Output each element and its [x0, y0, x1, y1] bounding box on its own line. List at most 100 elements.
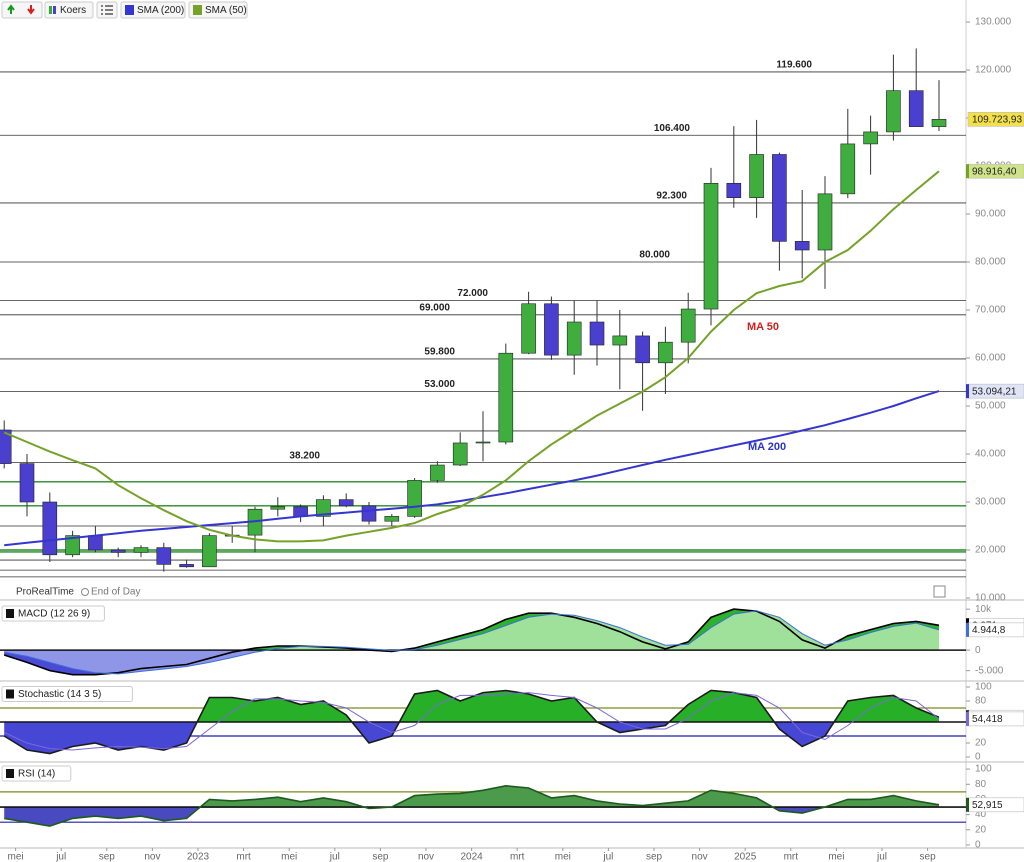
candle-body	[338, 499, 354, 507]
x-tick-label: jul	[329, 852, 340, 862]
x-tick-label: mei	[828, 852, 844, 862]
legend-button[interactable]	[188, 1, 248, 19]
indicator-line	[3, 689, 940, 755]
x-tick-label: mrt	[236, 852, 251, 862]
area-down	[4, 722, 939, 754]
value-tag	[967, 112, 1024, 127]
candle-body	[863, 131, 878, 145]
y-tick-label: 0	[975, 752, 981, 763]
candle-body	[544, 303, 559, 356]
candle-body	[19, 463, 35, 503]
value-tag-marker	[966, 384, 969, 399]
level-label: 92.300	[656, 191, 687, 202]
info-button[interactable]	[933, 585, 946, 598]
candle-body	[658, 341, 673, 364]
candle-body	[794, 241, 810, 251]
x-tick-label: nov	[144, 852, 160, 862]
candle-body	[931, 119, 947, 127]
x-tick-label: sep	[920, 852, 937, 862]
x-tick-label: sep	[646, 852, 663, 862]
x-tick-label: 2024	[460, 852, 483, 862]
y-tick-label: 90.000	[975, 209, 1006, 220]
line-annotation: MA 200	[748, 441, 786, 453]
value-tag-label: 52,915	[972, 800, 1003, 811]
candle-body	[817, 193, 833, 251]
panel	[0, 48, 966, 578]
candle-body	[908, 90, 924, 127]
value-tag-label: 98.916,40	[972, 166, 1017, 177]
y-tick-label: 130.000	[975, 17, 1012, 28]
x-tick-label: nov	[692, 852, 708, 862]
y-tick-label: 20	[975, 824, 987, 835]
up-arrow-icon	[7, 4, 15, 14]
x-tick-label: jul	[876, 852, 887, 862]
area-down	[4, 807, 939, 826]
candle-body	[749, 154, 764, 198]
line-annotation: MA 50	[747, 321, 779, 333]
x-tick-label: mei	[8, 852, 24, 862]
y-tick-label: 80.000	[975, 257, 1006, 268]
y-tick-label: 40	[975, 809, 987, 820]
y-tick-label: 0	[975, 645, 981, 656]
value-tag-marker	[966, 164, 969, 179]
footer-mode: End of Day	[91, 587, 140, 598]
candle-body	[361, 505, 377, 522]
candle-body	[293, 506, 308, 517]
y-tick-label: 10k	[975, 604, 992, 615]
candle-body	[475, 441, 491, 444]
level-label: 69.000	[419, 302, 450, 313]
x-tick-label: mrt	[784, 852, 799, 862]
y-tick-label: 30.000	[975, 497, 1006, 508]
candle-body	[566, 321, 582, 356]
candle-body	[110, 549, 126, 553]
level-label: 80.000	[639, 250, 670, 261]
x-tick-label: jul	[55, 852, 66, 862]
candle-body	[407, 480, 422, 517]
candle-body	[88, 535, 103, 551]
panel	[0, 608, 966, 676]
x-tick-label: mei	[555, 852, 571, 862]
area-down	[4, 650, 403, 674]
candle-body	[42, 501, 58, 556]
y-tick-label: 120.000	[975, 65, 1012, 76]
sma-line	[4, 390, 940, 547]
panel-title: RSI (14)	[18, 769, 55, 780]
value-tag-label: 54,418	[972, 714, 1003, 725]
candle-body	[703, 182, 719, 310]
level-label: 119.600	[776, 60, 812, 71]
panel-title-box	[1, 605, 105, 622]
candle-body	[521, 303, 536, 354]
candle-body	[179, 564, 194, 568]
down-arrow-icon	[27, 5, 35, 15]
candle-body	[202, 535, 217, 568]
indicator-line	[4, 610, 940, 675]
footer-brand: ProRealTime	[16, 587, 74, 598]
x-tick-label: 2023	[187, 852, 210, 862]
list-icon	[101, 5, 113, 15]
panel-title-icon	[6, 689, 14, 699]
y-tick-label: -5.000	[975, 665, 1004, 676]
candle-body	[156, 547, 172, 565]
x-tick-label: sep	[372, 852, 389, 862]
panel-title-icon	[6, 609, 14, 618]
level-label: 59.800	[424, 347, 455, 358]
x-tick-label: jul	[602, 852, 613, 862]
candle-body	[589, 321, 605, 346]
end-of-day-icon	[81, 588, 89, 596]
candle-body	[726, 182, 742, 198]
y-tick-label: 0	[975, 840, 981, 851]
price-button[interactable]	[44, 1, 94, 19]
area-up	[4, 610, 939, 651]
candle-body	[452, 442, 468, 466]
legend-button[interactable]	[120, 1, 186, 19]
legend-swatch	[125, 5, 134, 15]
candle-body	[498, 352, 514, 443]
candle-body	[133, 547, 149, 553]
y-tick-label: 100	[975, 764, 992, 775]
y-tick-label: 80	[975, 779, 987, 790]
y-tick-label: 40.000	[975, 449, 1006, 460]
price-icon	[53, 6, 56, 14]
candle-body	[635, 335, 650, 364]
